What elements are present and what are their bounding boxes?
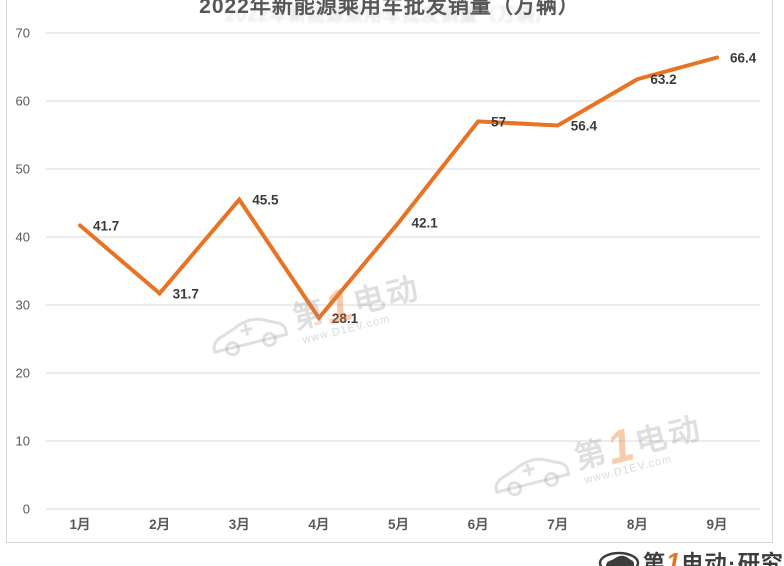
data-point-label: 42.1 [412, 216, 439, 231]
data-point-label: 56.4 [571, 118, 598, 133]
y-axis-tick-label: 60 [16, 94, 30, 109]
x-axis-tick-label: 7月 [547, 517, 568, 532]
chart-title: 2022年新能源乘用车批发销量（万辆） [199, 0, 580, 18]
data-point-label: 31.7 [173, 286, 199, 301]
data-point-label: 63.2 [650, 72, 676, 87]
data-point-label: 57 [491, 114, 506, 129]
data-point-label: 41.7 [93, 218, 119, 233]
x-axis-tick-label: 4月 [308, 517, 329, 532]
data-point-label: 28.1 [332, 311, 359, 326]
footer-logo-text: 第1电动·研究院 [643, 546, 784, 566]
chart-frame-border [6, 542, 773, 543]
chart-frame-border [6, 0, 7, 543]
data-point-label: 45.5 [252, 193, 279, 208]
y-axis-tick-label: 70 [16, 26, 30, 41]
y-axis-tick-label: 30 [16, 298, 30, 313]
footer-logo-orange-one: 1 [666, 547, 682, 566]
d1ev-research-logo: 第1电动·研究院 [598, 546, 784, 566]
sales-trend-line [78, 55, 719, 322]
y-axis-tick-label: 20 [16, 366, 30, 381]
x-axis-tick-label: 6月 [468, 517, 489, 532]
x-axis-tick-label: 3月 [229, 517, 250, 532]
x-axis-tick-label: 8月 [627, 517, 648, 532]
chart-frame-border [772, 0, 773, 543]
x-axis-tick-label: 5月 [388, 517, 409, 532]
car-badge-icon [598, 551, 640, 566]
y-axis-tick-label: 0 [23, 502, 30, 517]
x-axis-tick-label: 9月 [706, 517, 727, 532]
y-axis-tick-label: 50 [16, 162, 30, 177]
y-axis-tick-label: 40 [16, 230, 30, 245]
data-point-label: 66.4 [730, 50, 757, 65]
y-axis-tick-label: 10 [16, 434, 30, 449]
x-axis-tick-label: 2月 [149, 517, 170, 532]
x-axis-tick-label: 1月 [69, 517, 90, 532]
